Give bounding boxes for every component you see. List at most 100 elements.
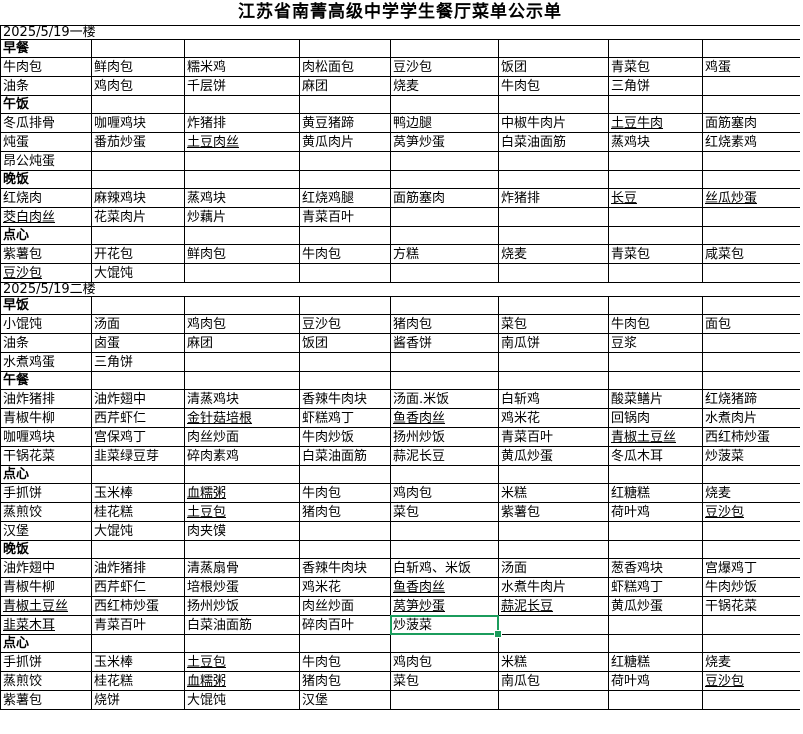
menu-cell[interactable]: 大馄饨 — [91, 521, 185, 541]
menu-cell[interactable] — [299, 352, 391, 372]
menu-cell[interactable]: 糯米鸡 — [184, 57, 300, 77]
menu-cell[interactable]: 麻辣鸡块 — [91, 188, 185, 208]
menu-cell[interactable]: 青菜包 — [608, 244, 703, 264]
menu-cell[interactable]: 牛肉炒饭 — [299, 427, 391, 447]
menu-cell[interactable]: 红糖糕 — [608, 652, 703, 672]
section-cell[interactable] — [701, 95, 802, 114]
menu-cell[interactable]: 鸡蛋 — [701, 57, 802, 77]
menu-cell[interactable]: 蒜泥长豆 — [390, 446, 499, 466]
menu-cell[interactable]: 青菜百叶 — [299, 207, 391, 227]
section-cell[interactable] — [701, 634, 802, 653]
menu-cell[interactable]: 西芹虾仁 — [91, 408, 185, 428]
section-cell[interactable]: 晚饭 — [0, 170, 92, 189]
menu-cell[interactable] — [184, 352, 300, 372]
menu-cell[interactable]: 豆沙包 — [701, 502, 802, 522]
menu-cell[interactable]: 黄瓜炒蛋 — [498, 446, 609, 466]
fill-handle[interactable] — [494, 630, 502, 638]
menu-cell[interactable]: 土豆牛肉 — [608, 113, 703, 133]
menu-cell[interactable]: 炖蛋 — [0, 132, 92, 152]
menu-cell[interactable]: 花菜肉片 — [91, 207, 185, 227]
menu-cell[interactable]: 炒藕片 — [184, 207, 300, 227]
menu-cell[interactable]: 回锅肉 — [608, 408, 703, 428]
menu-cell[interactable] — [498, 207, 609, 227]
menu-cell[interactable]: 土豆包 — [184, 652, 300, 672]
menu-cell[interactable]: 烧麦 — [390, 76, 499, 96]
menu-cell[interactable]: 三角饼 — [91, 352, 185, 372]
section-cell[interactable] — [299, 371, 391, 390]
section-cell[interactable] — [701, 465, 802, 484]
menu-cell[interactable] — [701, 263, 802, 283]
menu-cell[interactable]: 长豆 — [608, 188, 703, 208]
menu-cell[interactable]: 西芹虾仁 — [91, 577, 185, 597]
menu-cell[interactable]: 牛肉包 — [299, 244, 391, 264]
section-cell[interactable]: 早餐 — [0, 39, 92, 58]
menu-cell[interactable]: 青椒牛柳 — [0, 408, 92, 428]
menu-cell[interactable]: 面筋塞肉 — [701, 113, 802, 133]
menu-cell[interactable]: 虾糕鸡丁 — [608, 577, 703, 597]
section-cell[interactable] — [608, 39, 703, 58]
menu-cell[interactable] — [390, 690, 499, 710]
menu-cell[interactable]: 冬瓜木耳 — [608, 446, 703, 466]
menu-cell[interactable]: 青椒牛柳 — [0, 577, 92, 597]
menu-cell[interactable]: 青菜百叶 — [91, 615, 185, 635]
menu-cell[interactable]: 玉米棒 — [91, 483, 185, 503]
menu-cell[interactable]: 烧麦 — [498, 244, 609, 264]
menu-cell[interactable] — [608, 151, 703, 171]
section-cell[interactable] — [390, 296, 499, 315]
menu-cell[interactable]: 酸菜鳝片 — [608, 389, 703, 409]
menu-cell[interactable]: 莴笋炒蛋 — [390, 132, 499, 152]
section-cell[interactable] — [299, 39, 391, 58]
section-cell[interactable] — [390, 634, 499, 653]
menu-cell[interactable]: 红烧素鸡 — [701, 132, 802, 152]
menu-cell[interactable]: 牛肉包 — [299, 652, 391, 672]
menu-cell[interactable]: 冬瓜排骨 — [0, 113, 92, 133]
menu-cell[interactable]: 白菜油面筋 — [498, 132, 609, 152]
menu-cell[interactable]: 碎肉素鸡 — [184, 446, 300, 466]
menu-cell[interactable]: 金针菇培根 — [184, 408, 300, 428]
menu-cell[interactable]: 鱼香肉丝 — [390, 408, 499, 428]
section-cell[interactable] — [299, 634, 391, 653]
menu-cell[interactable] — [608, 521, 703, 541]
menu-cell[interactable]: 炸猪排 — [498, 188, 609, 208]
section-cell[interactable] — [184, 95, 300, 114]
menu-cell[interactable]: 面筋塞肉 — [390, 188, 499, 208]
menu-cell[interactable]: 牛肉包 — [498, 76, 609, 96]
menu-cell[interactable] — [91, 151, 185, 171]
menu-cell[interactable]: 青椒土豆丝 — [0, 596, 92, 616]
section-cell[interactable]: 午餐 — [0, 371, 92, 390]
menu-cell[interactable]: 培根炒蛋 — [184, 577, 300, 597]
date-cell[interactable]: 2025/5/19二楼 — [0, 282, 802, 297]
menu-cell[interactable]: 豆沙包 — [299, 314, 391, 334]
section-cell[interactable] — [701, 226, 802, 245]
menu-cell[interactable]: 清蒸扇骨 — [184, 558, 300, 578]
menu-cell[interactable]: 菜包 — [390, 671, 499, 691]
menu-cell[interactable] — [498, 352, 609, 372]
menu-cell[interactable] — [498, 690, 609, 710]
section-cell[interactable]: 点心 — [0, 226, 92, 245]
menu-cell[interactable]: 油条 — [0, 76, 92, 96]
menu-cell[interactable] — [184, 263, 300, 283]
menu-cell[interactable]: 肉丝炒面 — [299, 596, 391, 616]
menu-cell[interactable]: 鲜肉包 — [91, 57, 185, 77]
menu-cell[interactable]: 炒菠菜 — [701, 446, 802, 466]
section-cell[interactable] — [184, 634, 300, 653]
section-cell[interactable] — [91, 39, 185, 58]
menu-cell[interactable]: 蒜泥长豆 — [498, 596, 609, 616]
menu-cell[interactable]: 小馄饨 — [0, 314, 92, 334]
menu-cell[interactable]: 牛肉炒饭 — [701, 577, 802, 597]
section-cell[interactable]: 点心 — [0, 465, 92, 484]
menu-cell[interactable]: 汤面 — [91, 314, 185, 334]
menu-cell[interactable]: 汉堡 — [299, 690, 391, 710]
menu-cell[interactable]: 黄豆猪蹄 — [299, 113, 391, 133]
section-cell[interactable] — [91, 95, 185, 114]
menu-cell[interactable] — [498, 151, 609, 171]
menu-cell[interactable] — [498, 615, 609, 635]
section-cell[interactable] — [498, 634, 609, 653]
menu-cell[interactable]: 鸡肉包 — [390, 652, 499, 672]
menu-cell[interactable] — [608, 615, 703, 635]
section-cell[interactable] — [701, 540, 802, 559]
section-cell[interactable] — [390, 465, 499, 484]
section-cell[interactable] — [91, 296, 185, 315]
menu-cell[interactable] — [299, 151, 391, 171]
section-cell[interactable] — [390, 95, 499, 114]
